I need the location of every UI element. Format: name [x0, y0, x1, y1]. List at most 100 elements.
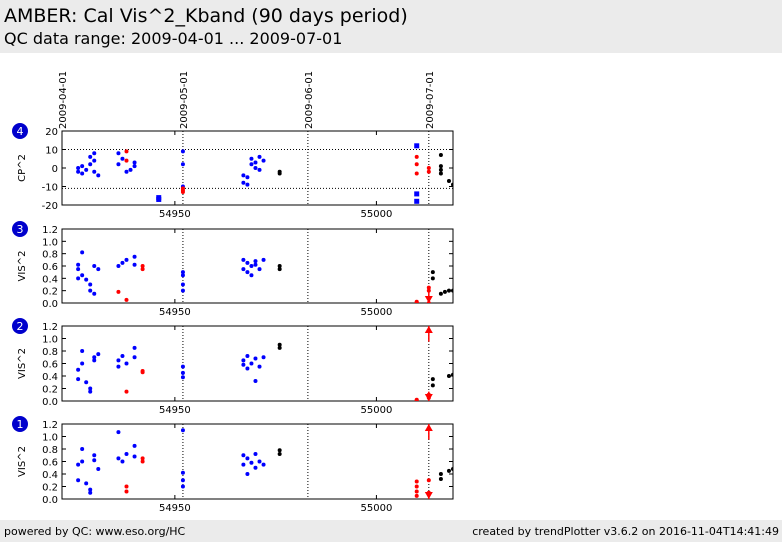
data-point	[451, 372, 453, 377]
data-point	[124, 158, 129, 163]
panel-badge-number: 1	[17, 418, 24, 431]
y-axis-label: VIS^2	[17, 251, 28, 282]
y-tick-label: 0.0	[42, 495, 58, 506]
data-point	[430, 377, 435, 382]
data-point	[245, 366, 250, 371]
data-point	[438, 167, 443, 172]
data-point	[180, 375, 185, 380]
data-point	[249, 156, 254, 161]
y-tick-label: 1.0	[42, 237, 58, 248]
y-axis-label: VIS^2	[17, 446, 28, 477]
y-tick-label: 1.0	[42, 433, 58, 444]
data-point	[76, 276, 81, 281]
data-point	[88, 487, 93, 492]
data-point	[120, 260, 125, 265]
data-point	[180, 364, 185, 369]
footer-credit: powered by QC: www.eso.org/HC	[4, 525, 186, 538]
data-point	[253, 160, 258, 165]
data-point	[116, 364, 121, 369]
data-point	[414, 493, 419, 498]
y-tick-label: 0	[52, 164, 58, 175]
data-point	[277, 169, 282, 174]
data-point	[84, 277, 89, 282]
y-tick-label: 0.6	[42, 458, 58, 469]
data-point	[245, 354, 250, 358]
data-point	[180, 470, 185, 475]
footer-bar: powered by QC: www.eso.org/HC created by…	[0, 520, 782, 542]
data-point	[442, 289, 447, 294]
data-point	[96, 173, 101, 178]
data-point	[140, 370, 145, 375]
data-point	[245, 182, 250, 187]
data-point	[124, 257, 129, 262]
data-point	[180, 282, 185, 287]
data-point	[180, 484, 185, 489]
data-point	[253, 465, 258, 470]
data-point	[180, 428, 185, 433]
data-point	[253, 262, 258, 267]
data-point	[430, 270, 435, 275]
data-point	[414, 171, 419, 176]
data-point	[88, 162, 93, 167]
data-point	[241, 362, 246, 367]
x-tick-label: 55000	[361, 503, 393, 514]
y-tick-label: 1.2	[42, 420, 58, 431]
data-point	[426, 478, 431, 483]
data-point	[80, 164, 85, 169]
data-point	[132, 262, 137, 267]
data-point	[124, 169, 129, 174]
data-point	[414, 479, 419, 484]
data-point	[132, 454, 137, 459]
y-tick-label: 0.6	[42, 360, 58, 371]
data-point	[132, 355, 137, 360]
panel-badge-number: 4	[17, 125, 24, 138]
data-point	[241, 257, 246, 262]
data-point	[132, 160, 137, 165]
data-point	[84, 380, 89, 385]
header-bar: AMBER: Cal Vis^2_Kband (90 days period) …	[0, 0, 782, 53]
data-point	[76, 367, 81, 372]
data-point	[180, 273, 185, 278]
data-point	[140, 267, 145, 272]
data-point	[430, 276, 435, 281]
data-point	[414, 198, 420, 204]
data-point	[76, 169, 81, 174]
data-point	[451, 288, 453, 293]
data-point	[277, 448, 282, 453]
y-tick-label: 0.4	[42, 274, 58, 285]
data-point	[253, 166, 258, 170]
y-axis-label: CP^2	[17, 154, 28, 182]
data-point	[438, 153, 443, 158]
date-label: 2009-06-01	[304, 71, 315, 129]
y-tick-label: 1.2	[42, 225, 58, 236]
data-point	[76, 262, 81, 267]
panel-badge	[12, 318, 28, 334]
data-point	[80, 361, 85, 366]
data-point	[249, 361, 254, 366]
data-point	[257, 154, 262, 159]
data-point	[277, 342, 282, 347]
data-point	[241, 453, 246, 458]
panel-frame	[61, 228, 454, 304]
data-point	[446, 288, 451, 293]
y-tick-label: 10	[45, 146, 58, 157]
data-point	[277, 345, 282, 350]
data-point	[124, 389, 129, 394]
data-point	[249, 162, 254, 167]
data-point	[245, 456, 250, 461]
data-point	[180, 288, 185, 293]
data-point	[257, 459, 262, 464]
x-tick-label: 54950	[159, 405, 191, 416]
data-point	[426, 169, 431, 174]
data-point	[451, 182, 453, 187]
data-point	[245, 260, 250, 265]
data-point	[116, 430, 121, 435]
data-point	[88, 490, 93, 495]
panel-badge	[12, 221, 28, 237]
data-point	[245, 472, 250, 476]
data-point	[277, 264, 282, 268]
page-subtitle: QC data range: 2009-04-01 ... 2009-07-01	[4, 29, 343, 48]
data-point	[128, 167, 133, 172]
data-point	[414, 154, 419, 159]
data-point	[241, 358, 246, 363]
